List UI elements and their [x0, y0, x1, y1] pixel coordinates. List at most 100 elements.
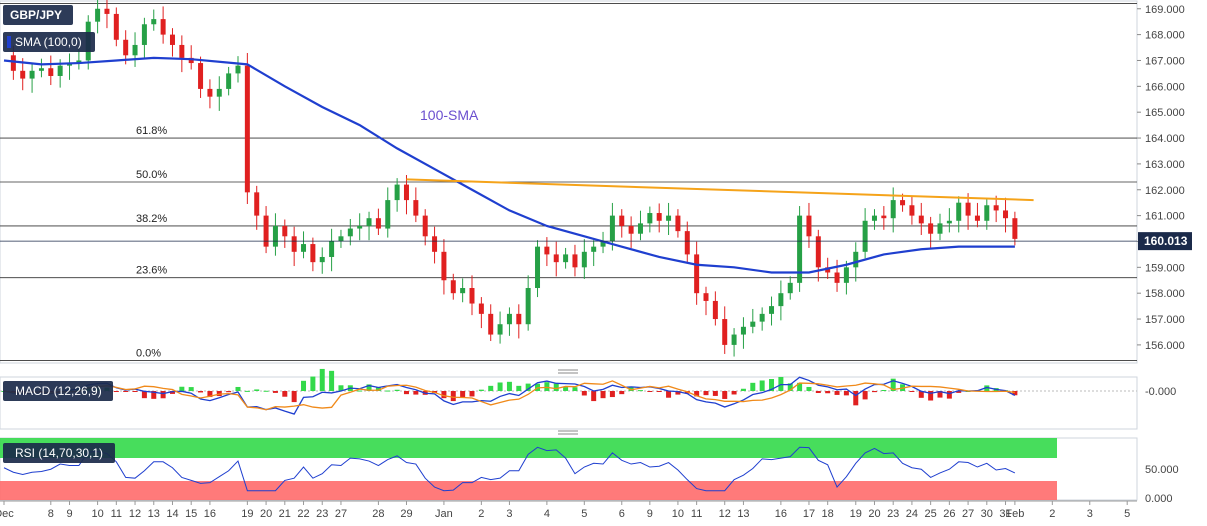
time-tick-label: 5 — [581, 508, 587, 520]
candle-body — [310, 244, 316, 263]
time-tick-label: 16 — [204, 508, 216, 520]
candle-body — [469, 288, 475, 304]
candle-body — [357, 225, 363, 229]
candle-body — [188, 57, 194, 64]
macd-hist-bar — [169, 391, 175, 394]
candle-body — [76, 60, 82, 64]
macd-hist-bar — [834, 391, 840, 395]
candle-body — [881, 215, 887, 219]
macd-hist-bar — [750, 382, 756, 391]
time-tick-label: 23 — [316, 508, 328, 520]
time-tick-label: 17 — [803, 508, 815, 520]
macd-hist-bar — [244, 390, 250, 392]
candle-body — [628, 225, 634, 234]
candle-body — [965, 202, 971, 216]
price-tick-label: 164.000 — [1145, 133, 1185, 145]
macd-hist-bar — [731, 391, 737, 395]
candle-body — [900, 200, 906, 206]
candle-body — [656, 213, 662, 221]
candle-body — [834, 272, 840, 283]
macd-hist-bar — [600, 391, 606, 399]
candle-body — [843, 267, 849, 283]
macd-badge: MACD (12,26,9) — [3, 381, 113, 401]
macd-hist-bar — [263, 390, 269, 392]
rsi-panel: RSI (14,70,30,1) 50.000 0.000 — [0, 437, 1179, 505]
time-tick-label: 27 — [962, 508, 974, 520]
candle-body — [179, 44, 185, 58]
time-axis: Dec89101112131415161920212223272829Jan23… — [0, 500, 1137, 520]
time-tick-label: Jan — [435, 508, 453, 520]
candle-body — [104, 8, 110, 14]
panel-resize-handle-1[interactable] — [558, 369, 578, 374]
candle-body — [226, 73, 232, 89]
candle-body — [703, 293, 709, 301]
macd-hist-bar — [694, 391, 700, 397]
price-tick-label: 169.000 — [1145, 4, 1185, 16]
candle-body — [488, 313, 494, 335]
time-tick-label: 21 — [279, 508, 291, 520]
macd-hist-bar — [928, 391, 934, 401]
macd-hist-bar — [759, 380, 765, 391]
sma-100-line — [3, 56, 1015, 274]
candle-body — [95, 8, 101, 22]
candle-body — [525, 288, 531, 325]
candle-body — [375, 218, 381, 229]
panel-resize-handle-2[interactable] — [558, 430, 578, 435]
macd-hist-bar — [553, 383, 559, 391]
candle-body — [974, 215, 980, 221]
time-tick-label: 2 — [1049, 508, 1055, 520]
candle-body — [48, 68, 54, 76]
macd-hist-bar — [403, 391, 409, 395]
macd-hist-bar — [357, 390, 363, 392]
candle-body — [123, 39, 129, 56]
candle-body — [366, 218, 372, 226]
time-tick-label: 26 — [943, 508, 955, 520]
candle-body — [151, 19, 157, 25]
candle-body — [132, 44, 138, 56]
candle-body — [1003, 210, 1009, 219]
time-tick-label: 15 — [185, 508, 197, 520]
macd-hist-bar — [450, 391, 456, 402]
time-tick-label: 24 — [906, 508, 918, 520]
macd-hist-bar — [825, 391, 831, 394]
macd-hist-bar — [132, 391, 138, 392]
time-tick-label: 11 — [691, 508, 702, 520]
macd-hist-bar — [637, 390, 643, 392]
fibonacci-levels: 100.0% 61.8% 50.0% 38.2% 23.6% 0.0% — [0, 0, 1137, 361]
macd-hist-bar — [141, 391, 147, 399]
time-tick-label: 27 — [335, 508, 347, 520]
svg-text:GBP/JPY: GBP/JPY — [10, 8, 62, 22]
macd-hist-bar — [1012, 391, 1018, 396]
candle-body — [403, 184, 409, 201]
macd-hist-bar — [375, 387, 381, 391]
candle-body — [993, 205, 999, 211]
time-tick-label: 12 — [129, 508, 141, 520]
candle-body — [572, 254, 578, 268]
macd-hist-bar — [469, 391, 475, 397]
candle-body — [478, 303, 484, 314]
candle-body — [787, 282, 793, 294]
time-tick-label: 31 — [999, 508, 1011, 520]
candle-body — [722, 319, 728, 345]
macd-hist-bar — [619, 391, 625, 395]
macd-hist-bar — [441, 391, 447, 399]
candle-body — [38, 68, 44, 71]
candle-body — [759, 313, 765, 322]
candle-body — [619, 215, 625, 226]
time-tick-label: 22 — [297, 508, 309, 520]
macd-hist-bar — [871, 391, 877, 393]
current-price-label: 160.013 — [1138, 232, 1192, 251]
candle-body — [853, 251, 859, 268]
candle-body — [731, 334, 737, 345]
candle-body — [282, 225, 288, 237]
candle-body — [272, 225, 278, 247]
candle-body — [497, 324, 503, 335]
time-tick-label: 29 — [400, 508, 412, 520]
time-tick-label: 3 — [1087, 508, 1093, 520]
macd-hist-bar — [797, 382, 803, 391]
macd-signal-line — [3, 380, 1015, 411]
macd-hist-bar — [843, 391, 849, 396]
macd-hist-bar — [956, 391, 962, 393]
candle-body — [815, 236, 821, 268]
